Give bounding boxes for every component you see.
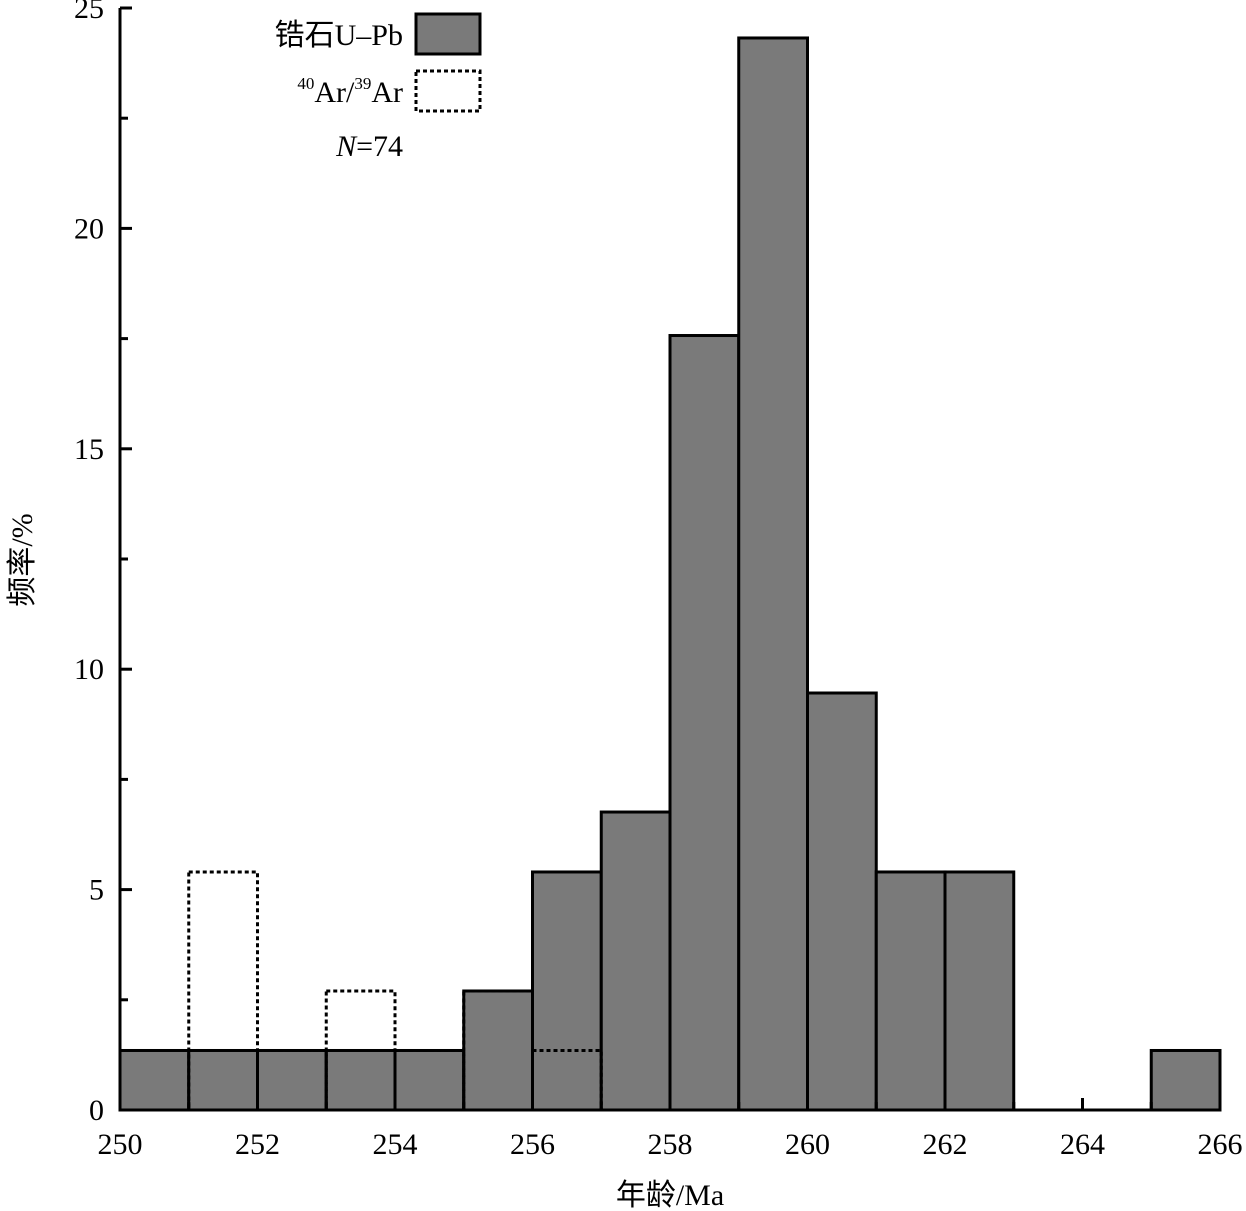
bar-zircon-2: [256, 1048, 328, 1112]
x-tick-label: 258: [648, 1128, 693, 1161]
zircon-bars: [118, 36, 1222, 1112]
bar-zircon-6: [531, 870, 603, 1112]
bar-zircon-4: [393, 1048, 466, 1112]
y-tick-label: 5: [89, 874, 104, 907]
bar-zircon-3: [324, 1048, 397, 1112]
x-axis-title: 年龄/Ma: [616, 1179, 724, 1211]
x-ticks: 250 252 254 256 258 260 262 264 266: [98, 1098, 1243, 1161]
x-tick-label: 254: [373, 1128, 418, 1161]
y-tick-label: 20: [74, 212, 104, 245]
x-tick-label: 250: [98, 1128, 143, 1161]
y-ticks: 0 5 10 15 20 25: [74, 0, 132, 1127]
bar-zircon-0: [118, 1048, 191, 1112]
x-tick-label: 266: [1198, 1128, 1243, 1161]
y-tick-label: 25: [74, 0, 104, 25]
bar-zircon-7: [599, 810, 672, 1112]
bar-zircon-11: [874, 870, 947, 1112]
x-tick-label: 264: [1060, 1128, 1105, 1161]
legend: 锆石U–Pb 40Ar/39Ar N=74: [275, 12, 482, 163]
bar-zircon-5: [462, 989, 534, 1112]
legend-label-zircon: 锆石U–Pb: [275, 19, 403, 52]
bar-zircon-15: [1149, 1048, 1222, 1112]
bar-zircon-1: [187, 1048, 259, 1112]
x-tick-label: 256: [510, 1128, 555, 1161]
legend-label-ar-ar: 40Ar/39Ar: [297, 74, 403, 109]
bar-zircon-10: [806, 691, 878, 1112]
x-tick-label: 252: [235, 1128, 280, 1161]
bar-zircon-8: [668, 334, 741, 1112]
y-tick-label: 15: [74, 433, 104, 466]
legend-swatch-ar-ar: [414, 69, 482, 113]
x-tick-label: 260: [785, 1128, 830, 1161]
x-tick-label: 262: [923, 1128, 968, 1161]
legend-swatch-zircon: [414, 12, 482, 56]
y-tick-label: 0: [89, 1094, 104, 1127]
legend-sample-size: N=74: [335, 130, 403, 163]
y-axis-title: 频率/%: [6, 513, 39, 606]
bar-zircon-12: [943, 870, 1016, 1112]
bar-zircon-9: [737, 36, 809, 1112]
y-tick-label: 10: [74, 653, 104, 686]
